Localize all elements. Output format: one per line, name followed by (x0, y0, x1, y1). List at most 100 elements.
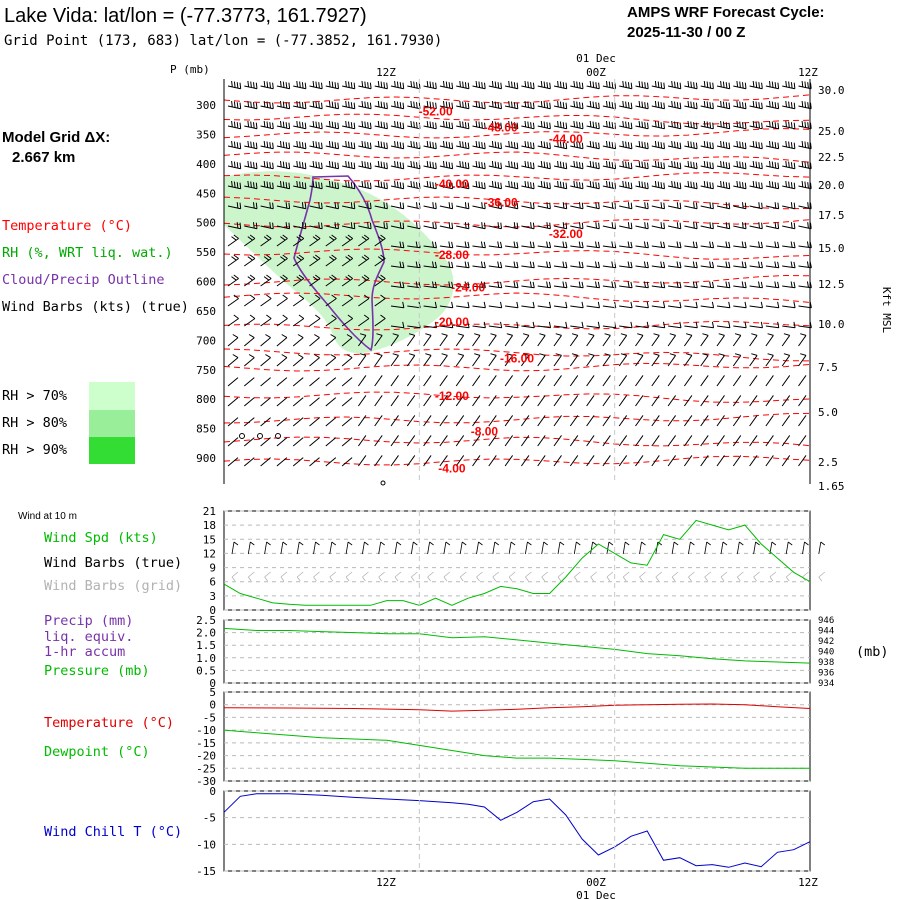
wind-barb (586, 321, 600, 329)
wind-barb (553, 160, 568, 170)
surface-wind-barb (525, 541, 532, 555)
wind-barb (406, 333, 416, 347)
wind-barb (243, 437, 255, 447)
wind-barb (569, 455, 579, 467)
wind-barb (276, 457, 288, 467)
wind-barb (570, 241, 584, 249)
wind-barb (700, 353, 709, 367)
wind-barb (341, 202, 356, 210)
wind-barb (798, 353, 807, 367)
wind-barb (325, 334, 337, 347)
wind-barb (390, 202, 405, 210)
surface-wind-barb (345, 541, 353, 555)
wind-barb (619, 281, 633, 289)
wind-barb (439, 120, 454, 130)
grid-wind-barb (785, 571, 793, 582)
legend-wind-chill: Wind Chill T (°C) (44, 824, 182, 840)
pressure-tick-label: 934 (818, 679, 834, 689)
wind-barb (260, 100, 274, 110)
wind-barb (667, 455, 677, 467)
wind-barb (276, 234, 288, 247)
wind-barb (390, 435, 399, 447)
wind-barb (749, 160, 763, 170)
wind-barb (569, 333, 579, 347)
isotherm-line (223, 151, 811, 163)
wind-barb (293, 80, 307, 90)
wind-barb (765, 140, 780, 150)
wind-barb (276, 120, 291, 130)
isotherm-line (223, 455, 811, 466)
pressure-tick-label: 936 (818, 669, 834, 679)
surface-wind-barb (573, 541, 581, 555)
pressure-tick-label: 944 (818, 627, 834, 637)
wind-barb (390, 261, 405, 269)
wind-barb (651, 140, 665, 150)
wind-barb (684, 301, 698, 309)
rh-70-region (224, 171, 454, 354)
wind-barb (341, 354, 353, 367)
pressure-tick-label: 650 (196, 305, 216, 318)
surface-wind-barb (378, 541, 385, 555)
wind-barb (358, 120, 372, 130)
wind-barb (749, 321, 763, 329)
wind-barb (505, 321, 519, 329)
wind-barb (260, 202, 274, 210)
wind-barb (390, 333, 399, 347)
wind-barb (325, 417, 337, 427)
wind-barb (716, 80, 731, 90)
wind-barb (635, 281, 649, 289)
wind-barb (309, 222, 323, 230)
height-tick-label: 17.5 (818, 209, 845, 222)
wind-barb (798, 100, 812, 110)
wind-barb (668, 241, 682, 249)
height-tick-label: 1.65 (818, 480, 845, 493)
isotherm-label: -36.00 (484, 196, 518, 210)
wind-barb (472, 375, 481, 387)
grid-wind-barb (280, 571, 288, 582)
wind-barb (472, 140, 486, 150)
wind-barb (357, 353, 367, 367)
wind-barb (293, 160, 307, 170)
pressure-tick-label: 946 (818, 616, 834, 626)
wind-barb (456, 120, 470, 130)
wind-barb (700, 321, 715, 329)
wind-barb (309, 202, 323, 210)
pressure-line (223, 627, 811, 664)
model-grid-value: 2.667 km (12, 149, 75, 166)
wind-barb (325, 397, 337, 407)
isotherm-label: -4.00 (438, 462, 466, 476)
wind-barb (521, 160, 535, 170)
surface-wind-barb (720, 541, 728, 555)
wind-barb (602, 281, 617, 289)
surface-wind-barb (818, 541, 826, 555)
height-tick-label: 20.0 (818, 179, 845, 192)
wind-barb (618, 415, 628, 427)
wind-barb (684, 281, 698, 289)
legend-liq-equiv: liq. equiv. (44, 629, 133, 645)
surface-wind-barb (688, 541, 695, 555)
wind-barb (276, 160, 291, 170)
wind-barb (733, 120, 747, 130)
wind-barb (520, 333, 530, 347)
surface-wind-barb (296, 541, 304, 555)
height-tick-label: 25.0 (818, 125, 845, 138)
wind-barb (472, 455, 481, 467)
wind-barb (439, 241, 454, 249)
wind-barb (520, 455, 530, 467)
wind-barb (227, 202, 242, 210)
wind-barb (537, 301, 552, 309)
wind-barb (260, 140, 274, 150)
grid-wind-barb (410, 571, 418, 582)
wind-barb (292, 457, 304, 467)
wind-barb (635, 100, 649, 110)
surface-wind-barb (410, 541, 418, 555)
wind-barb (716, 333, 725, 347)
grid-wind-barb (525, 571, 532, 582)
isotherm-line (223, 391, 811, 403)
wind-barb (407, 80, 421, 90)
wind-barb (586, 241, 600, 249)
wind-barb (570, 301, 584, 309)
surface-wind-barbs (231, 541, 826, 582)
wind-barb (765, 435, 774, 447)
bottom-date-label: 01 Dec (576, 889, 616, 900)
